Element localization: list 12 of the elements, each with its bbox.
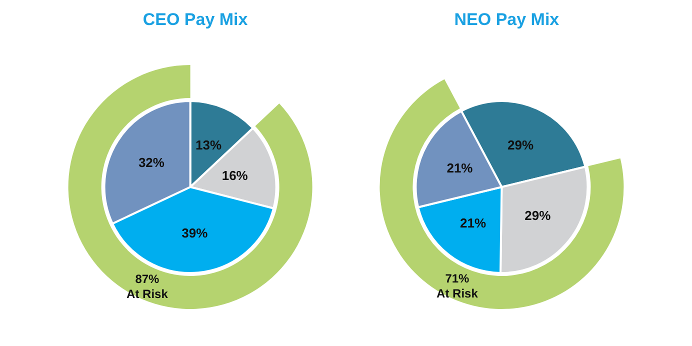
- data-label: 39%: [182, 225, 208, 240]
- data-label: 29%: [508, 138, 534, 153]
- data-label: 21%: [460, 215, 486, 230]
- data-label: 71% At Risk: [436, 271, 478, 300]
- data-label: 32%: [138, 154, 165, 170]
- data-label: 21%: [446, 160, 474, 176]
- data-label: 13%: [196, 137, 222, 152]
- data-label: 29%: [524, 208, 552, 224]
- chart-title: NEO Pay Mix: [454, 10, 560, 29]
- data-label: 87% At Risk: [126, 272, 168, 302]
- chart-title: CEO Pay Mix: [142, 10, 248, 29]
- data-label: 16%: [222, 168, 248, 184]
